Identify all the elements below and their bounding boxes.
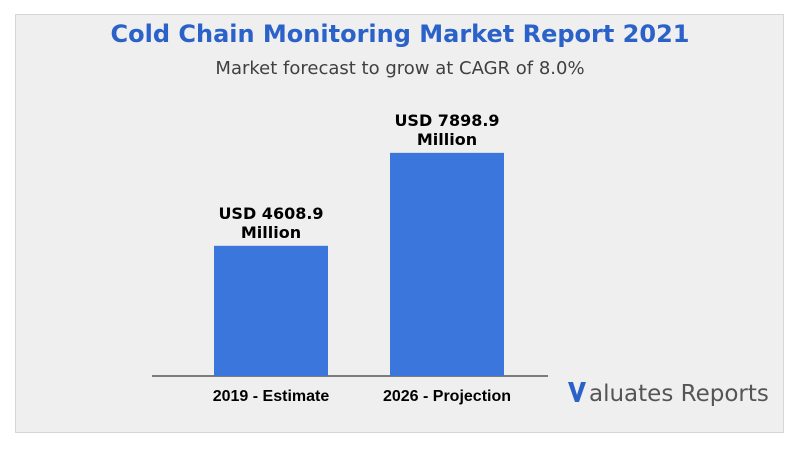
category-label-2: 2026 - Projection xyxy=(383,388,511,405)
bar-2-data-label-line-2: Million xyxy=(417,130,477,149)
bar-2-data-label-line-1: USD 7898.9 xyxy=(394,111,499,130)
category-label-1: 2019 - Estimate xyxy=(213,388,330,405)
bar-1-data-label-line-2: Million xyxy=(241,223,301,242)
valuates-reports-logo: aluates Reports xyxy=(567,380,769,410)
bar-1-data-label-line-1: USD 4608.9 xyxy=(218,204,323,223)
bar-1 xyxy=(214,245,328,376)
chart-title: Cold Chain Monitoring Market Report 2021 xyxy=(110,20,690,48)
v-logo-icon xyxy=(567,380,587,410)
logo-text: aluates Reports xyxy=(589,381,769,407)
bar-2 xyxy=(390,152,504,376)
chart-subtitle: Market forecast to grow at CAGR of 8.0% xyxy=(215,58,585,79)
